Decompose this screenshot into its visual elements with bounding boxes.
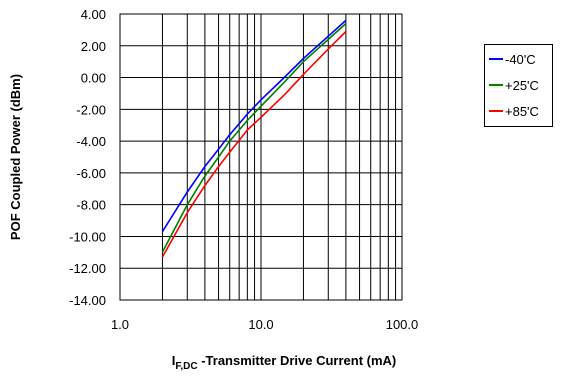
x-tick-label: 100.0 [386, 317, 419, 332]
y-tick-label: 4.00 [81, 7, 106, 22]
y-tick-label: 0.00 [81, 71, 106, 86]
series-line-0 [161, 19, 347, 233]
legend-swatch [489, 110, 503, 112]
y-tick-label: -4.00 [76, 134, 106, 149]
y-tick-labels: 4.00 2.00 0.00 -2.00 -4.00 -6.00 -8.00 -10.00 -1… [69, 7, 106, 308]
legend-label: +85'C [505, 103, 539, 119]
legend-item: +85'C [489, 102, 539, 120]
series-lines [161, 19, 347, 258]
x-axis-title: IF,DC -Transmitter Drive Current (mA) [172, 353, 397, 372]
plot-area [119, 13, 403, 301]
x-tick-label: 10.0 [248, 317, 273, 332]
legend-item: -40'C [489, 50, 536, 68]
x-tick-labels: 1.0 10.0 100.0 [111, 317, 418, 332]
legend-label: +25'C [505, 77, 539, 93]
x-axis-title-main: I [172, 353, 176, 368]
y-tick-label: -2.00 [76, 102, 106, 117]
grid [119, 13, 402, 301]
y-tick-label: -14.00 [69, 293, 106, 308]
legend-item: +25'C [489, 76, 539, 94]
legend-swatch [489, 84, 503, 86]
y-tick-label: -10.00 [69, 229, 106, 244]
series-line-2 [161, 30, 347, 258]
y-tick-label: -6.00 [76, 166, 106, 181]
y-axis-title: POF Coupled Power (dBm) [8, 74, 23, 240]
y-tick-label: -12.00 [69, 261, 106, 276]
x-axis-title-sub: F,DC [175, 361, 197, 372]
y-tick-label: 2.00 [81, 39, 106, 54]
legend-swatch [489, 58, 503, 60]
x-tick-label: 1.0 [111, 317, 129, 332]
series-line-1 [161, 22, 347, 253]
x-axis-title-rest: -Transmitter Drive Current (mA) [198, 353, 397, 368]
legend-label: -40'C [505, 51, 536, 67]
legend: -40'C +25'C +85'C [484, 44, 553, 127]
y-tick-label: -8.00 [76, 198, 106, 213]
